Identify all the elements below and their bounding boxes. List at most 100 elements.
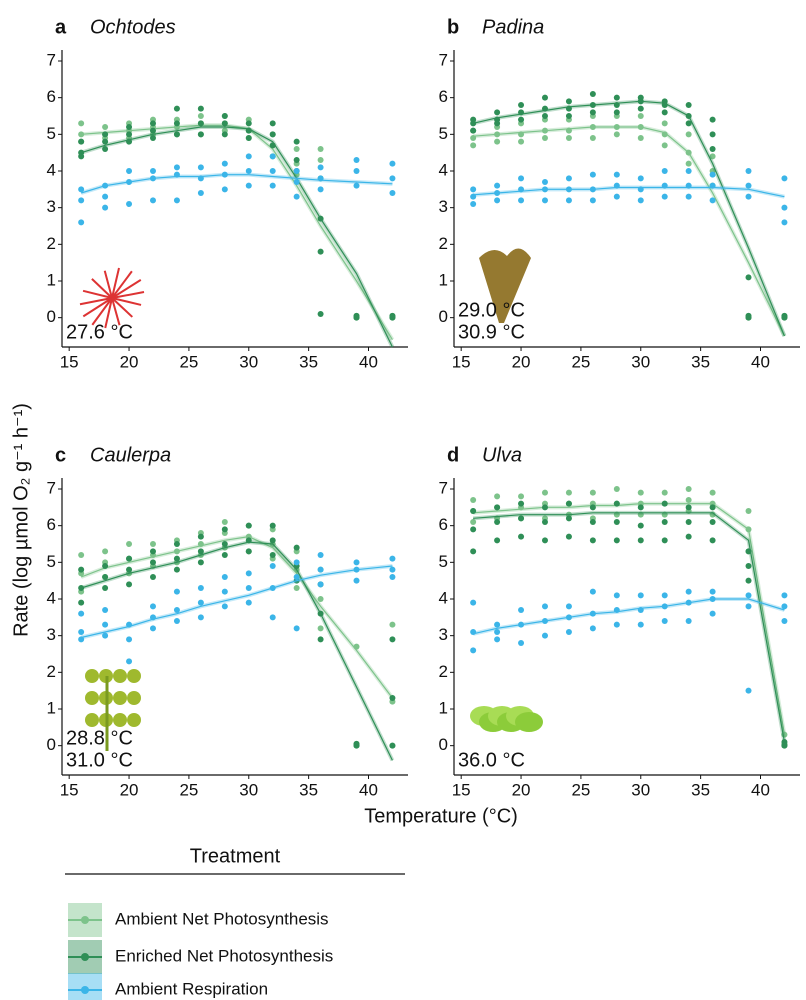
illustration bbox=[111, 297, 121, 326]
data-point bbox=[245, 599, 252, 606]
data-point bbox=[269, 182, 276, 189]
data-point bbox=[293, 585, 300, 591]
annotation: 30.9 °C bbox=[458, 321, 525, 343]
data-point bbox=[494, 120, 501, 127]
legend-key-dot bbox=[81, 953, 89, 961]
data-point bbox=[494, 537, 501, 544]
x-tick-label: 40 bbox=[751, 352, 770, 371]
data-point bbox=[613, 193, 620, 200]
data-point bbox=[245, 135, 252, 141]
data-point bbox=[293, 168, 300, 174]
data-point bbox=[102, 563, 109, 569]
data-point bbox=[494, 504, 501, 511]
data-point bbox=[221, 552, 228, 558]
data-point bbox=[389, 190, 396, 196]
x-tick-label: 35 bbox=[691, 352, 710, 371]
data-point bbox=[269, 522, 276, 529]
y-tick-label: 1 bbox=[47, 698, 56, 717]
illustration bbox=[127, 713, 141, 727]
data-point bbox=[126, 124, 133, 130]
data-point bbox=[709, 131, 716, 138]
legend-label: Ambient Net Photosynthesis bbox=[115, 909, 329, 928]
data-point bbox=[589, 197, 596, 204]
fit-line bbox=[80, 174, 393, 194]
annotation: 28.8 °C bbox=[66, 727, 133, 749]
data-point bbox=[389, 621, 396, 628]
data-point bbox=[470, 142, 477, 149]
panel-title: Ulva bbox=[482, 444, 522, 466]
data-point bbox=[589, 588, 596, 595]
data-point bbox=[494, 629, 501, 635]
data-point bbox=[269, 552, 276, 558]
data-point bbox=[709, 171, 716, 178]
data-point bbox=[637, 537, 644, 544]
data-point bbox=[389, 160, 396, 167]
y-tick-label: 0 bbox=[439, 735, 448, 754]
data-point bbox=[149, 120, 156, 127]
data-point bbox=[197, 105, 204, 112]
data-point bbox=[126, 131, 133, 138]
y-tick-label: 0 bbox=[439, 307, 448, 326]
x-tick-label: 30 bbox=[239, 352, 258, 371]
x-axis-label: Temperature (°C) bbox=[364, 805, 518, 827]
data-point bbox=[269, 153, 276, 160]
data-point bbox=[197, 614, 204, 621]
data-point bbox=[541, 519, 548, 525]
illustration bbox=[111, 291, 145, 299]
data-point bbox=[685, 131, 692, 138]
fit-line bbox=[473, 186, 785, 198]
data-point bbox=[685, 193, 692, 200]
data-point bbox=[781, 618, 788, 624]
y-tick-label: 6 bbox=[439, 87, 448, 106]
data-point bbox=[78, 120, 85, 127]
data-point bbox=[709, 197, 716, 204]
data-point bbox=[126, 566, 133, 573]
illustration bbox=[85, 713, 99, 727]
y-tick-label: 2 bbox=[439, 662, 448, 681]
y-tick-label: 4 bbox=[439, 588, 448, 607]
data-point bbox=[518, 533, 525, 540]
x-tick-label: 25 bbox=[179, 352, 198, 371]
data-point bbox=[661, 168, 668, 174]
data-point bbox=[149, 548, 156, 555]
data-point bbox=[102, 574, 109, 580]
legend-label: Ambient Respiration bbox=[115, 979, 268, 998]
y-tick-label: 3 bbox=[439, 197, 448, 216]
data-point bbox=[245, 168, 252, 174]
panel-label: b bbox=[447, 16, 459, 38]
fit-line bbox=[80, 536, 393, 699]
data-point bbox=[589, 109, 596, 116]
data-point bbox=[494, 519, 501, 525]
fit-line bbox=[473, 100, 785, 337]
data-point bbox=[745, 314, 752, 321]
data-point bbox=[781, 314, 788, 321]
data-point bbox=[781, 742, 788, 749]
data-point bbox=[589, 135, 596, 141]
fit-line bbox=[473, 512, 786, 743]
data-point bbox=[637, 592, 644, 599]
illustration bbox=[79, 297, 113, 306]
data-point bbox=[197, 131, 204, 138]
data-point bbox=[745, 168, 752, 174]
y-tick-label: 6 bbox=[47, 87, 56, 106]
data-point bbox=[541, 179, 548, 185]
data-point bbox=[565, 629, 572, 635]
illustration bbox=[111, 297, 142, 306]
y-tick-label: 3 bbox=[47, 197, 56, 216]
data-point bbox=[102, 193, 109, 200]
data-point bbox=[613, 94, 620, 101]
data-point bbox=[685, 102, 692, 108]
data-point bbox=[269, 120, 276, 127]
data-point bbox=[221, 603, 228, 610]
y-tick-label: 1 bbox=[439, 698, 448, 717]
illustration bbox=[82, 289, 113, 299]
data-point bbox=[565, 515, 572, 522]
data-point bbox=[78, 629, 85, 635]
data-point bbox=[353, 314, 360, 321]
data-point bbox=[565, 197, 572, 204]
data-point bbox=[661, 131, 668, 138]
data-point bbox=[221, 526, 228, 533]
data-point bbox=[293, 544, 300, 551]
data-point bbox=[197, 120, 204, 127]
data-point bbox=[389, 555, 396, 562]
